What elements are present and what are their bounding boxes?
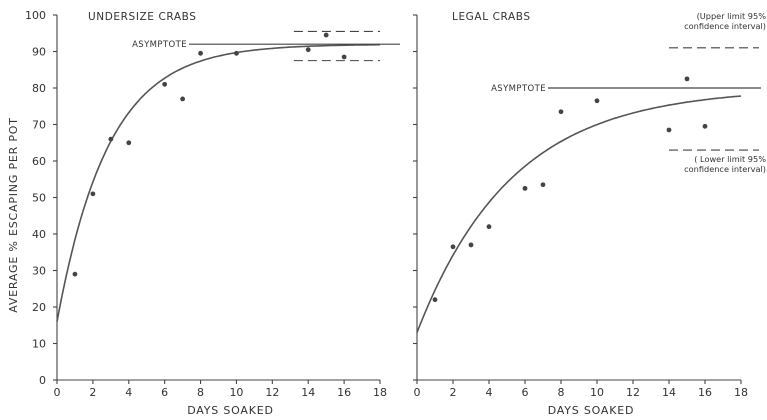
data-point: [522, 185, 528, 191]
x-tick-label: 0: [414, 386, 421, 399]
y-tick-label: 50: [32, 192, 46, 205]
x-tick-label: 16: [698, 386, 712, 399]
y-tick-label: 70: [32, 119, 46, 132]
x-tick-label: 12: [626, 386, 640, 399]
y-tick-label: 90: [32, 46, 46, 59]
x-tick-label: 8: [197, 386, 204, 399]
x-axis-label: DAYS SOAKED: [548, 404, 635, 417]
x-tick-label: 0: [54, 386, 61, 399]
x-tick-label: 6: [161, 386, 168, 399]
ci-lower-note: ( Lower limit 95%: [694, 154, 766, 164]
data-point: [305, 47, 311, 53]
data-point: [540, 182, 546, 188]
data-point: [126, 140, 132, 146]
data-point: [72, 271, 78, 277]
data-point: [432, 297, 438, 303]
fitted-curve: [416, 95, 742, 333]
y-tick-label: 40: [32, 228, 46, 241]
y-tick-label: 20: [32, 301, 46, 314]
ci-upper-note: confidence interval): [684, 21, 766, 31]
data-point: [323, 32, 329, 38]
panel-title: UNDERSIZE CRABS: [88, 11, 197, 23]
y-tick-label: 30: [32, 265, 46, 278]
asymptote-label: ASYMPTOTE: [491, 84, 546, 94]
x-tick-label: 14: [301, 386, 315, 399]
x-tick-label: 4: [486, 386, 493, 399]
undersize-crabs-panel: 0 10 20 30 40 50 60 70 80 90 100 0 2 4 6 8 10 12 14 16 18 DAY…: [25, 9, 400, 417]
x-tick-label: 4: [125, 386, 132, 399]
x-tick-label: 10: [590, 386, 604, 399]
x-tick-label: 14: [662, 386, 676, 399]
data-point: [108, 136, 114, 142]
data-point: [666, 127, 672, 133]
x-tick-label: 2: [450, 386, 457, 399]
ci-lower-note: confidence interval): [684, 164, 766, 174]
data-point: [198, 50, 203, 56]
data-point: [702, 123, 708, 129]
x-axis-label: DAYS SOAKED: [187, 404, 274, 417]
data-point: [162, 81, 168, 87]
y-tick-label: 0: [39, 374, 46, 387]
y-tick-label: 100: [25, 9, 46, 22]
y-tick-label: 10: [32, 338, 46, 351]
x-tick-label: 10: [229, 386, 243, 399]
y-axis-label: AVERAGE % ESCAPING PER POT: [7, 117, 20, 313]
panel-title: LEGAL CRABS: [452, 11, 531, 23]
x-tick-label: 18: [373, 386, 387, 399]
data-point: [594, 98, 600, 104]
data-point: [234, 50, 239, 56]
fitted-curve: [56, 43, 380, 322]
x-tick-label: 8: [558, 386, 565, 399]
legal-crabs-panel: 0 2 4 6 8 10 12 14 16 18 DAYS SOAKED LEGAL CRABS ASY…: [413, 11, 766, 417]
x-tick-label: 16: [337, 386, 351, 399]
data-point: [450, 244, 456, 250]
x-tick-label: 18: [734, 386, 748, 399]
data-point: [486, 224, 492, 230]
data-point: [558, 109, 564, 115]
x-tick-label: 6: [522, 386, 529, 399]
data-point: [180, 96, 186, 102]
ci-upper-note: (Upper limit 95%: [697, 11, 767, 21]
y-tick-label: 80: [32, 82, 46, 95]
x-tick-label: 2: [89, 386, 96, 399]
y-tick-label: 60: [32, 155, 46, 168]
x-tick-label: 12: [265, 386, 279, 399]
data-point: [90, 191, 96, 197]
data-point: [341, 54, 347, 60]
data-point: [468, 242, 474, 248]
asymptote-label: ASYMPTOTE: [132, 40, 187, 50]
data-point: [684, 76, 690, 82]
